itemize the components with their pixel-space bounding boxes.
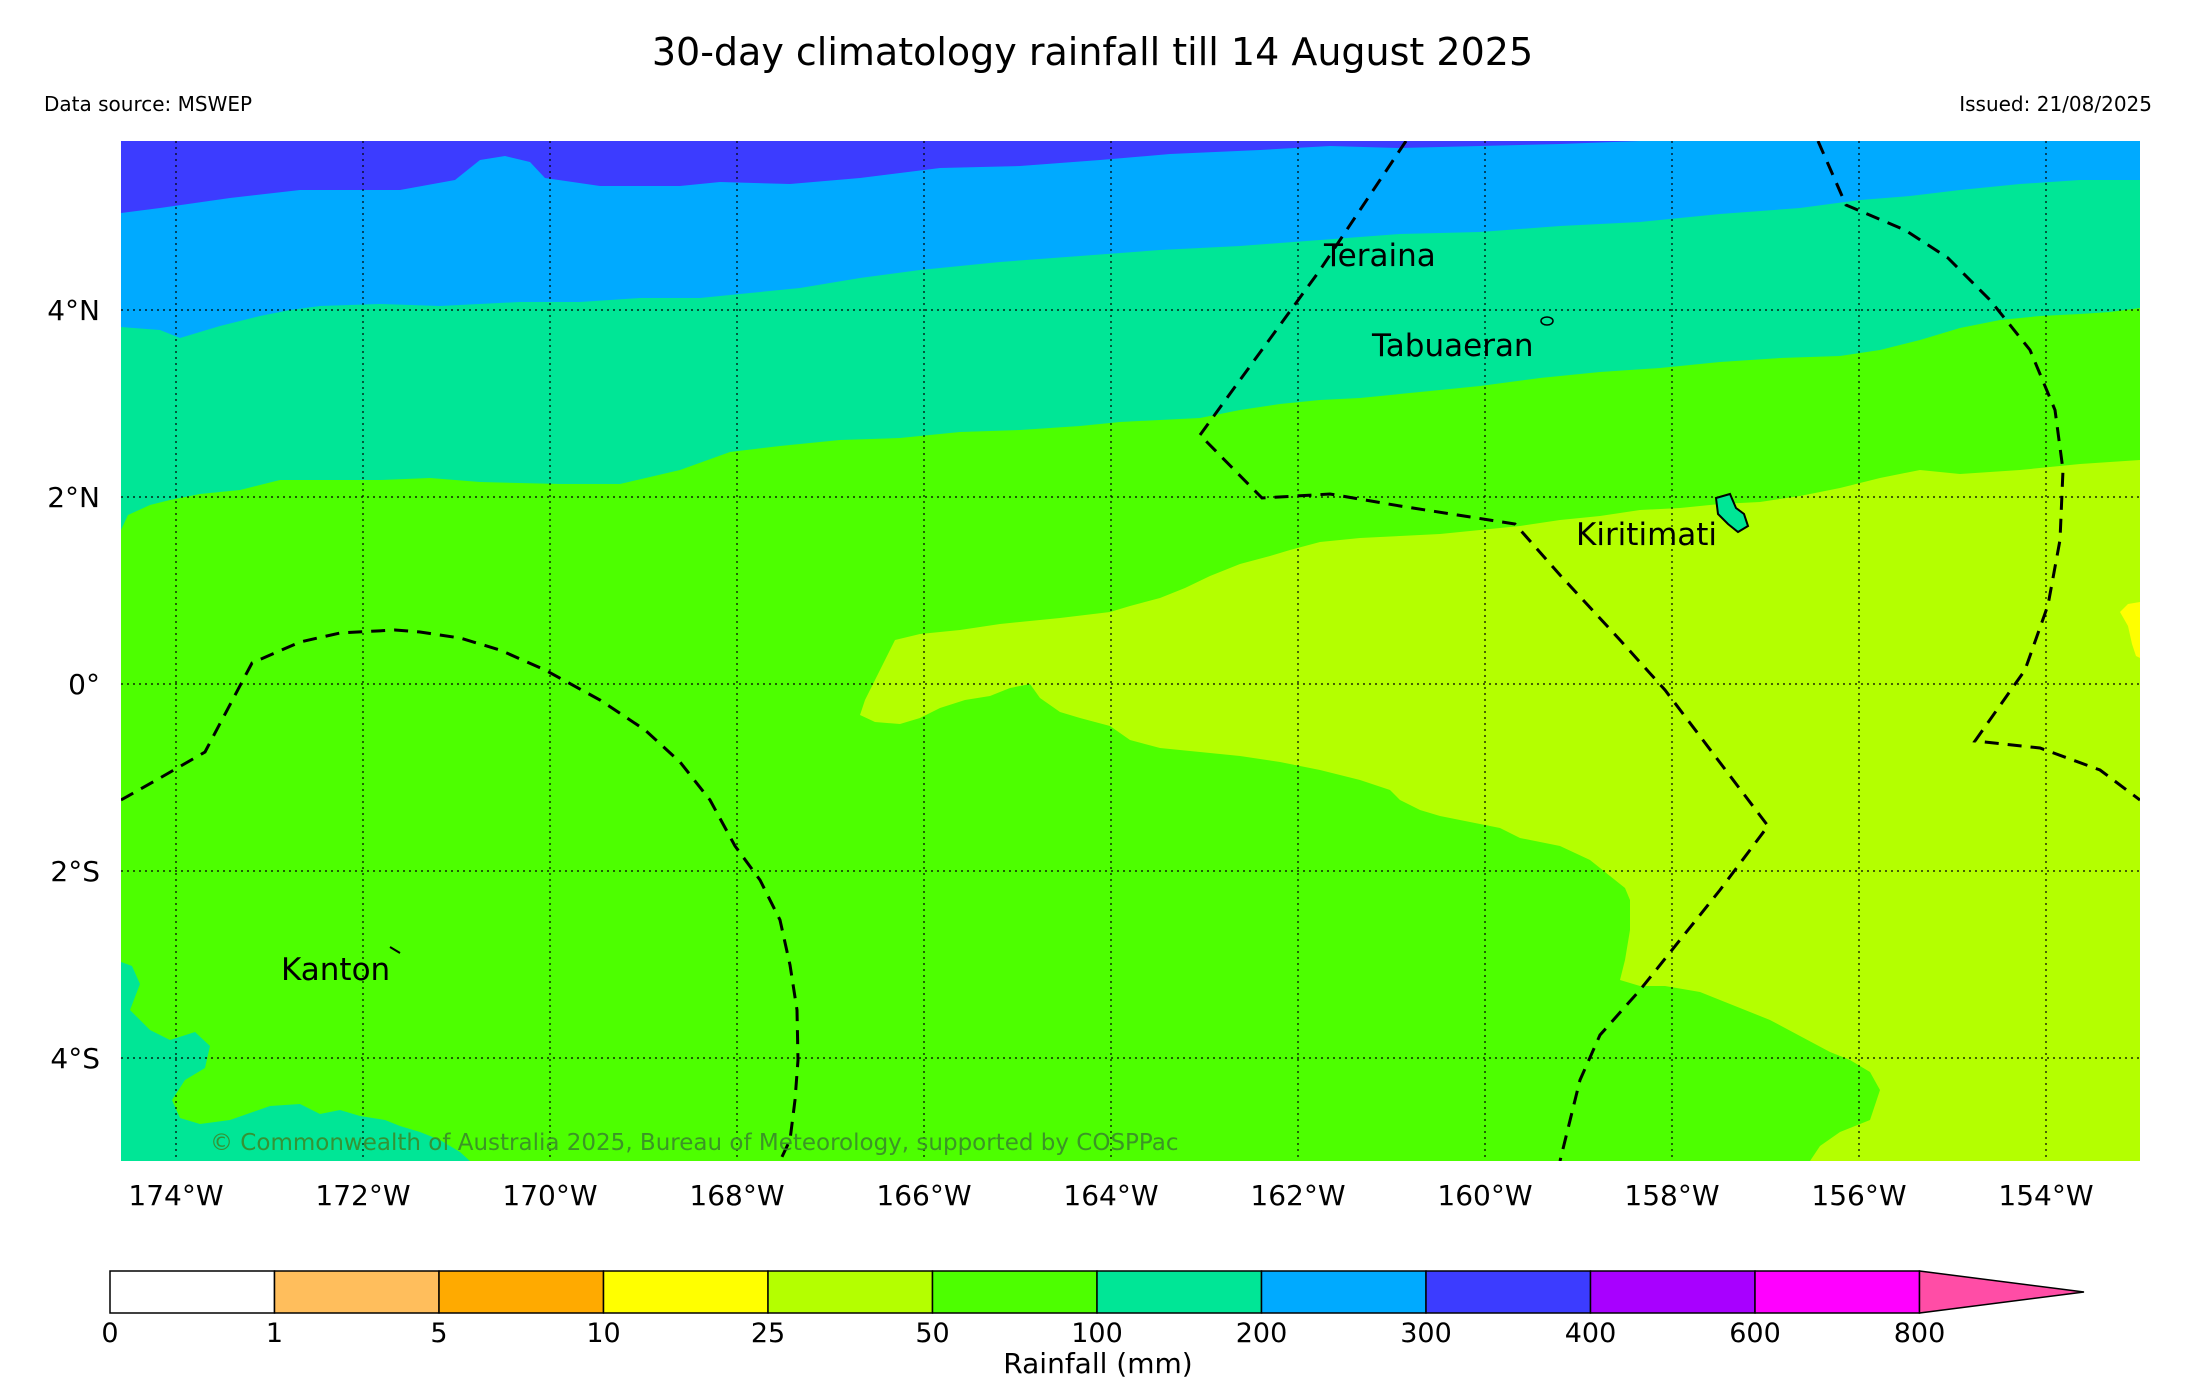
place-tabuaeran: Tabuaeran — [1371, 328, 1534, 364]
gridlines — [121, 141, 2140, 1161]
colorbar-tick-label: 1 — [266, 1318, 283, 1349]
colorbar-title: Rainfall (mm) — [1003, 1347, 1192, 1380]
lon-label: 162°W — [1250, 1179, 1345, 1212]
colorbar-tick-label: 5 — [430, 1318, 447, 1349]
colorbar-segment — [273, 1270, 440, 1314]
colorbar-tick-label: 200 — [1236, 1318, 1288, 1349]
kiritimati-island — [1714, 492, 1750, 534]
colorbar-tick-label: 0 — [101, 1318, 118, 1349]
chart-title: 30-day climatology rainfall till 14 Augu… — [651, 30, 1534, 74]
colorbar-segment — [1754, 1270, 1921, 1314]
lon-label: 170°W — [502, 1179, 597, 1212]
band-25-50 — [860, 460, 2140, 1161]
colorbar-segment — [767, 1270, 934, 1314]
colorbar-segment — [1425, 1270, 1592, 1314]
lat-label-4n: 4°N — [47, 294, 100, 327]
lon-label: 154°W — [1998, 1179, 2093, 1212]
kanton-island — [389, 946, 401, 954]
lat-label-2n: 2°N — [47, 481, 100, 514]
lon-label: 172°W — [315, 1179, 410, 1212]
lon-label: 160°W — [1437, 1179, 1532, 1212]
lat-label-4s: 4°S — [50, 1042, 100, 1075]
colorbar-tick-label: 800 — [1894, 1318, 1946, 1349]
copyright-notice: © Commonwealth of Australia 2025, Bureau… — [210, 1130, 1179, 1156]
band-10-25 — [2120, 602, 2140, 658]
rainfall-field — [121, 141, 2140, 1161]
lat-label-2s: 2°S — [50, 855, 100, 888]
colorbar-tick-label: 50 — [915, 1318, 949, 1349]
lon-label: 156°W — [1811, 1179, 1906, 1212]
colorbar — [109, 1270, 2085, 1314]
lat-tick-labels: 4°N 2°N 0° 2°S 4°S — [47, 294, 100, 1075]
issued-date: Issued: 21/08/2025 — [1959, 92, 2152, 116]
band-100-200-sw — [121, 962, 470, 1161]
place-kanton: Kanton — [281, 952, 390, 988]
place-kiritimati: Kiritimati — [1576, 517, 1717, 553]
lon-tick-labels: 174°W 172°W 170°W 168°W 166°W 164°W 162°… — [128, 1179, 2093, 1212]
lon-label: 168°W — [689, 1179, 784, 1212]
eez-boundaries — [121, 141, 2140, 1161]
colorbar-tick-label: 25 — [751, 1318, 785, 1349]
colorbar-tick-label: 10 — [586, 1318, 620, 1349]
colorbar-segment — [602, 1270, 769, 1314]
lon-label: 164°W — [1063, 1179, 1158, 1212]
colorbar-segment — [1096, 1270, 1263, 1314]
colorbar-segment-extend — [1918, 1270, 2085, 1314]
lat-label-0: 0° — [68, 668, 100, 701]
colorbar-tick-label: 100 — [1071, 1318, 1123, 1349]
colorbar-tick-labels: 0 1 5 10 25 50 100 200 300 400 600 800 — [101, 1318, 1945, 1349]
colorbar-tick-label: 400 — [1565, 1318, 1617, 1349]
data-source: Data source: MSWEP — [44, 92, 253, 116]
colorbar-segment — [1589, 1270, 1756, 1314]
place-teraina: Teraina — [1323, 238, 1436, 274]
colorbar-segment — [438, 1270, 605, 1314]
colorbar-tick-label: 300 — [1400, 1318, 1452, 1349]
lon-label: 158°W — [1624, 1179, 1719, 1212]
lon-label: 174°W — [128, 1179, 223, 1212]
islands — [389, 316, 1750, 954]
colorbar-segment — [109, 1270, 276, 1314]
colorbar-tick-label: 600 — [1729, 1318, 1781, 1349]
colorbar-segment — [931, 1270, 1098, 1314]
lon-label: 166°W — [876, 1179, 971, 1212]
tabuaeran-island — [1540, 316, 1554, 326]
colorbar-segment — [1260, 1270, 1427, 1314]
